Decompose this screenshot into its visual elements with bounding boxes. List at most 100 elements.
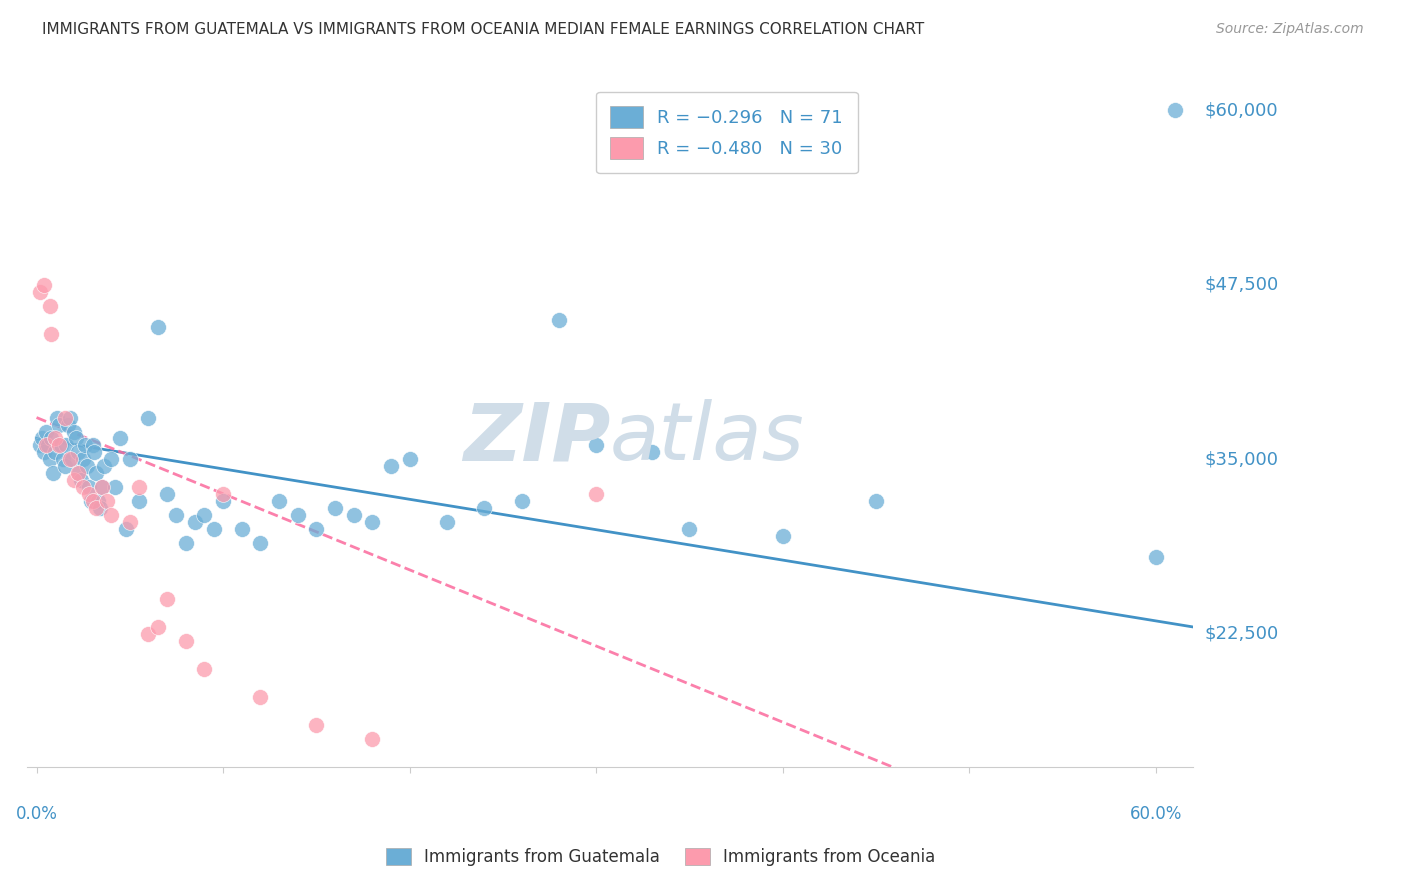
Point: [323, 501, 346, 516]
Point: [305, 717, 328, 731]
Point: [287, 508, 309, 523]
Point: [436, 516, 458, 530]
Point: [361, 516, 384, 530]
Point: [83, 445, 105, 459]
Point: [90, 480, 112, 494]
Point: [96, 494, 118, 508]
Point: [35, 438, 58, 452]
Text: $35,000: $35,000: [1205, 450, 1278, 468]
Point: [193, 662, 215, 676]
Text: 60.0%: 60.0%: [1129, 805, 1182, 823]
Point: [58, 417, 80, 432]
Point: [37, 438, 59, 452]
Point: [184, 516, 207, 530]
Point: [79, 494, 101, 508]
Point: [772, 529, 794, 543]
Point: [60, 452, 83, 467]
Point: [77, 480, 100, 494]
Point: [59, 452, 82, 467]
Point: [89, 501, 111, 516]
Point: [231, 522, 253, 536]
Point: [63, 425, 86, 439]
Point: [44, 432, 66, 446]
Point: [35, 425, 58, 439]
Point: [202, 522, 225, 536]
Point: [46, 410, 69, 425]
Text: IMMIGRANTS FROM GUATEMALA VS IMMIGRANTS FROM OCEANIA MEDIAN FEMALE EARNINGS CORR: IMMIGRANTS FROM GUATEMALA VS IMMIGRANTS …: [42, 22, 924, 37]
Point: [249, 536, 271, 550]
Point: [72, 452, 94, 467]
Point: [641, 445, 664, 459]
Point: [678, 522, 700, 536]
Point: [77, 487, 100, 501]
Point: [193, 508, 215, 523]
Point: [249, 690, 271, 704]
Point: [138, 410, 160, 425]
Point: [32, 277, 55, 292]
Point: [166, 508, 188, 523]
Point: [585, 438, 607, 452]
Point: [38, 299, 60, 313]
Point: [76, 459, 98, 474]
Point: [69, 467, 91, 481]
Point: [30, 285, 52, 299]
Point: [41, 326, 63, 341]
Text: $22,500: $22,500: [1205, 625, 1278, 643]
Point: [305, 522, 328, 536]
Point: [84, 467, 107, 481]
Point: [146, 620, 169, 634]
Point: [48, 438, 70, 452]
Point: [84, 501, 107, 516]
Point: [174, 536, 197, 550]
Point: [115, 522, 138, 536]
Legend: Immigrants from Guatemala, Immigrants from Oceania: Immigrants from Guatemala, Immigrants fr…: [378, 840, 943, 875]
Point: [48, 417, 70, 432]
Point: [73, 438, 96, 452]
Point: [128, 480, 150, 494]
Point: [42, 467, 65, 481]
Text: ZIP: ZIP: [463, 400, 610, 477]
Point: [30, 438, 52, 452]
Point: [548, 313, 571, 327]
Point: [1144, 550, 1167, 565]
Point: [104, 480, 127, 494]
Point: [38, 452, 60, 467]
Point: [212, 487, 235, 501]
Point: [32, 445, 55, 459]
Point: [100, 452, 122, 467]
Point: [49, 438, 72, 452]
Point: [52, 452, 75, 467]
Point: [118, 452, 141, 467]
Point: [118, 516, 141, 530]
Point: [156, 592, 179, 607]
Point: [66, 467, 89, 481]
Point: [138, 627, 160, 641]
Text: atlas: atlas: [610, 400, 806, 477]
Point: [31, 432, 53, 446]
Point: [510, 494, 533, 508]
Point: [82, 438, 104, 452]
Point: [267, 494, 290, 508]
Point: [398, 452, 420, 467]
Point: [128, 494, 150, 508]
Point: [380, 459, 402, 474]
Point: [72, 480, 94, 494]
Point: [865, 494, 887, 508]
Point: [55, 438, 77, 452]
Point: [100, 508, 122, 523]
Point: [146, 319, 169, 334]
Point: [66, 445, 89, 459]
Point: [41, 432, 63, 446]
Text: $60,000: $60,000: [1205, 102, 1278, 120]
Point: [87, 494, 110, 508]
Point: [585, 487, 607, 501]
Point: [59, 410, 82, 425]
Point: [53, 410, 76, 425]
Text: 0.0%: 0.0%: [15, 805, 58, 823]
Point: [82, 494, 104, 508]
Point: [1163, 103, 1185, 118]
Point: [53, 459, 76, 474]
Point: [110, 432, 132, 446]
Point: [343, 508, 366, 523]
Legend: R = −0.296   N = 71, R = −0.480   N = 30: R = −0.296 N = 71, R = −0.480 N = 30: [596, 92, 858, 173]
